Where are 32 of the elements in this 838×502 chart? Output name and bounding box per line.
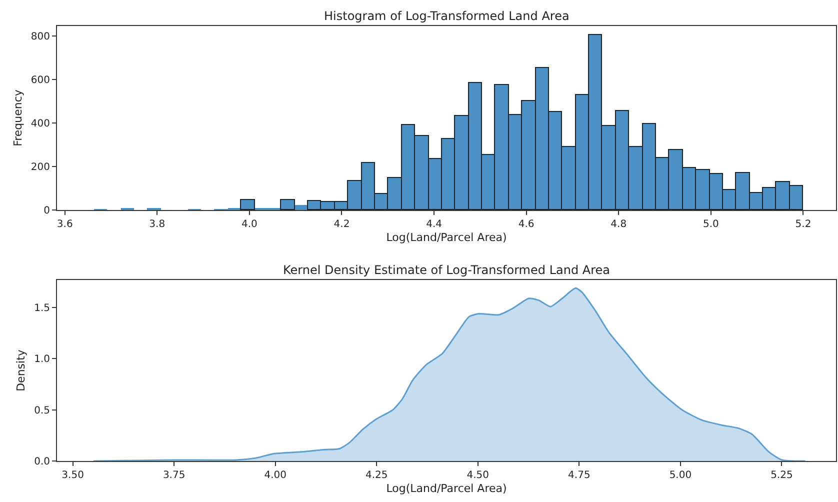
x-axis-title: Log(Land/Parcel Area)	[386, 482, 507, 496]
x-axis-title: Log(Land/Parcel Area)	[386, 231, 507, 244]
y-tick-label: 0.0	[34, 456, 50, 468]
chart-title: Kernel Density Estimate of Log-Transformed Land Area	[283, 263, 610, 277]
x-tick-label: 3.75	[162, 470, 186, 481]
x-tick-label: 4.4	[426, 219, 442, 230]
y-tick-label: 1.0	[34, 354, 50, 366]
x-tick-label: 4.8	[610, 219, 627, 230]
y-tick-label: 600	[30, 74, 50, 86]
x-tick-label: 4.2	[334, 219, 350, 230]
y-axis-title: Density	[14, 349, 28, 392]
x-tick-label: 3.6	[56, 219, 73, 230]
x-tick-label: 3.8	[149, 219, 166, 230]
x-tick-label: 4.0	[241, 219, 258, 230]
y-tick-label: 0.5	[34, 405, 50, 416]
x-tick-label: 3.50	[62, 470, 84, 481]
y-tick-label: 1.5	[34, 303, 50, 314]
x-tick-label: 5.0	[702, 219, 719, 230]
x-tick-label: 4.75	[568, 470, 590, 481]
x-tick-label: 4.50	[466, 470, 490, 481]
x-tick-label: 4.00	[264, 470, 286, 481]
x-tick-label: 5.25	[770, 470, 793, 481]
x-tick-label: 4.25	[365, 470, 388, 481]
y-axis-title: Frequency	[12, 89, 25, 146]
x-tick-label: 4.6	[518, 219, 534, 230]
y-tick-label: 400	[30, 118, 50, 130]
x-tick-label: 5.00	[669, 470, 692, 481]
y-tick-label: 800	[30, 31, 50, 42]
y-tick-label: 200	[30, 162, 50, 173]
y-tick-label: 0	[44, 206, 50, 216]
x-tick-label: 5.2	[795, 219, 812, 230]
chart-title: Histogram of Log-Transformed Land Area	[324, 9, 570, 23]
